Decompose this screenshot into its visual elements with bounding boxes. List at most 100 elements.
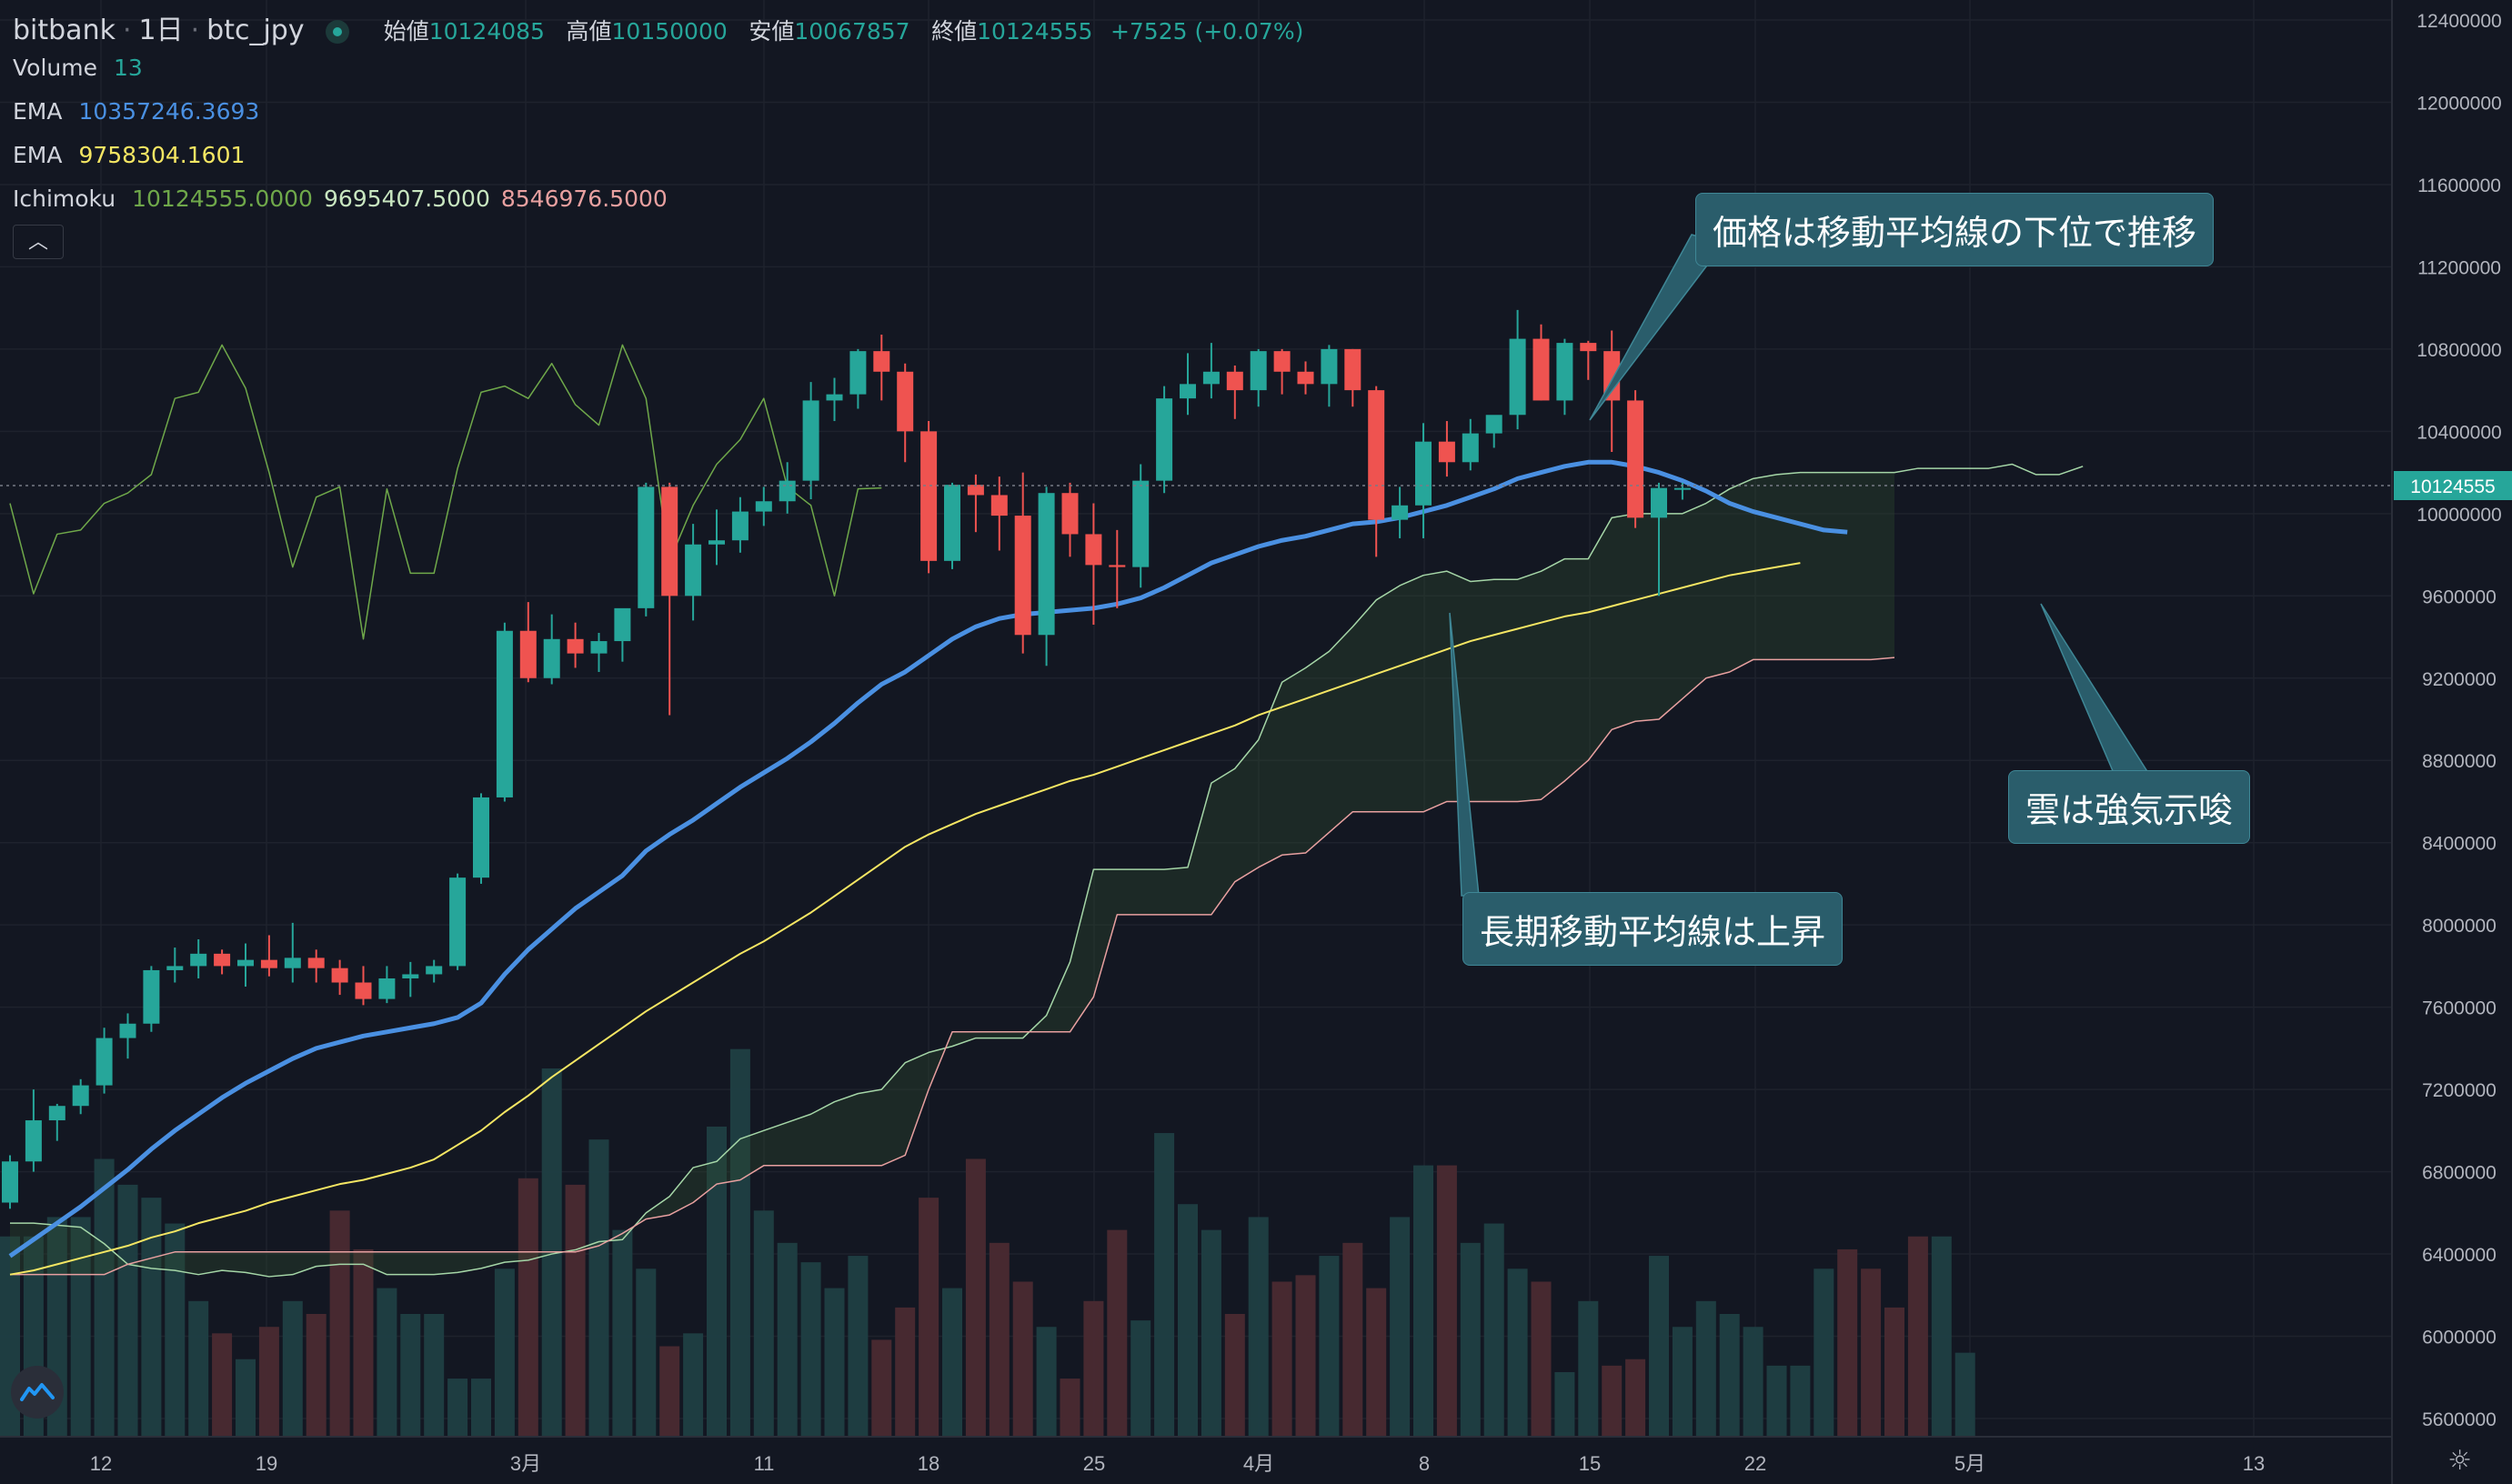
volume-bar xyxy=(659,1346,680,1437)
volume-bar xyxy=(1107,1229,1128,1437)
candle-body xyxy=(849,351,867,395)
volume-bar xyxy=(871,1339,892,1437)
candle-body xyxy=(1297,371,1314,385)
volume-bar xyxy=(1672,1327,1693,1437)
candle-body xyxy=(48,1106,65,1121)
time-tick-label: 19 xyxy=(256,1452,277,1475)
volume-bar xyxy=(612,1229,633,1437)
candle-body xyxy=(567,638,584,654)
candle-body xyxy=(496,630,513,797)
volume-bar xyxy=(1436,1165,1457,1437)
candle-body xyxy=(590,641,608,654)
candle-body xyxy=(449,877,467,967)
price-tick-label: 6800000 xyxy=(2422,1163,2497,1184)
candle-body xyxy=(1109,565,1126,567)
volume-value: 13 xyxy=(113,55,143,81)
price-tick-label: 11200000 xyxy=(2417,257,2501,278)
candle-body xyxy=(1368,390,1385,520)
time-tick-label: 18 xyxy=(918,1452,939,1475)
candle-body xyxy=(1415,441,1432,506)
price-tick-label: 12000000 xyxy=(2417,93,2501,114)
tradingview-logo-icon[interactable] xyxy=(11,1366,64,1419)
candle-body xyxy=(661,486,678,597)
ema-long-label: EMA xyxy=(13,142,63,168)
volume-bar xyxy=(1931,1236,1952,1437)
collapse-legend-button[interactable]: ︿ xyxy=(13,225,64,259)
volume-bar xyxy=(1224,1314,1245,1437)
candle-body xyxy=(1627,400,1644,518)
current-price-label: 10124555 xyxy=(2410,476,2495,497)
senkou-span-a xyxy=(10,463,2084,1278)
candle-body xyxy=(826,394,843,401)
candle-body xyxy=(284,958,301,968)
volume-bar xyxy=(1248,1217,1269,1437)
candle-body xyxy=(307,958,325,968)
price-tick-label: 6400000 xyxy=(2422,1245,2497,1266)
volume-bar xyxy=(1342,1242,1363,1437)
candle-body xyxy=(1438,441,1455,463)
volume-bar xyxy=(1130,1320,1151,1437)
volume-label: Volume xyxy=(13,55,97,81)
time-tick-label: 3月 xyxy=(510,1452,541,1475)
volume-bar xyxy=(1907,1236,1928,1437)
price-tick-label: 9600000 xyxy=(2422,587,2497,607)
price-tick-label: 11600000 xyxy=(2417,175,2501,196)
symbol[interactable]: btc_jpy xyxy=(206,15,305,46)
ema-long-line xyxy=(9,562,1801,1276)
market-status-icon xyxy=(326,19,350,44)
low-label: 安値 xyxy=(749,18,795,45)
volume-bar xyxy=(1083,1300,1104,1437)
price-tick-label: 12400000 xyxy=(2417,11,2501,32)
volume-bar xyxy=(565,1184,586,1437)
chevron-up-icon: ︿ xyxy=(27,231,48,254)
time-tick-label: 13 xyxy=(2243,1452,2265,1475)
candle-body xyxy=(614,607,631,642)
volume-legend[interactable]: Volume 13 xyxy=(13,55,143,81)
candle-body xyxy=(214,953,231,967)
volume-bar xyxy=(1625,1359,1646,1437)
price-tick-label: 7600000 xyxy=(2422,998,2497,1019)
volume-bar xyxy=(1060,1379,1080,1437)
candle-body xyxy=(143,969,160,1024)
volume-bar xyxy=(141,1198,162,1437)
price-axis[interactable]: 12400000 12000000 11600000 11200000 10800000… xyxy=(2417,11,2501,1430)
price-tick-label: 10400000 xyxy=(2417,422,2501,443)
price-tick-label: 8000000 xyxy=(2422,916,2497,937)
volume-bar xyxy=(1154,1133,1175,1437)
high-value: 10150000 xyxy=(611,18,728,45)
candle-body xyxy=(708,540,725,545)
ema-short-line xyxy=(8,459,1848,1258)
candle-body xyxy=(873,351,890,372)
candle-body xyxy=(166,966,184,970)
ema-long-legend[interactable]: EMA 9758304.1601 xyxy=(13,142,245,168)
candle-body xyxy=(1132,480,1150,567)
volume-bar xyxy=(777,1242,798,1437)
close-label: 終値 xyxy=(931,18,978,45)
volume-bar xyxy=(848,1256,869,1437)
time-tick-label: 5月 xyxy=(1954,1452,1985,1475)
ichimoku-legend[interactable]: Ichimoku 10124555.0000 9695407.5000 8546976… xyxy=(13,186,668,212)
volume-bar xyxy=(683,1333,704,1437)
volume-bar xyxy=(447,1379,468,1437)
interval[interactable]: 1日 xyxy=(138,15,184,46)
ema-short-legend[interactable]: EMA 10357246.3693 xyxy=(13,98,259,125)
volume-bar xyxy=(1743,1327,1763,1437)
volume-bar xyxy=(329,1210,350,1437)
candle-body xyxy=(944,485,960,561)
change-value: +7525 (+0.07%) xyxy=(1110,18,1304,45)
candle-body xyxy=(543,638,560,678)
grid xyxy=(0,0,2392,1437)
callout-bullish-cloud: 雲は強気示唆 xyxy=(2008,770,2251,844)
candle-body xyxy=(355,982,372,999)
candle-body xyxy=(731,511,749,541)
ichimoku-cloud xyxy=(10,472,1894,1277)
time-axis[interactable]: 12 19 3月 11 18 25 4月 8 15 22 5月 13 xyxy=(90,1452,2265,1475)
volume-bar xyxy=(707,1126,727,1437)
settings-gear-icon[interactable]: ☼ xyxy=(2447,1445,2472,1477)
ichimoku-value-3: 8546976.5000 xyxy=(500,186,668,212)
candle-body xyxy=(802,400,819,481)
candle-body xyxy=(1226,371,1243,391)
indicator-lines xyxy=(8,344,2084,1278)
candle-body xyxy=(1156,398,1173,481)
candle-body xyxy=(1485,415,1502,434)
